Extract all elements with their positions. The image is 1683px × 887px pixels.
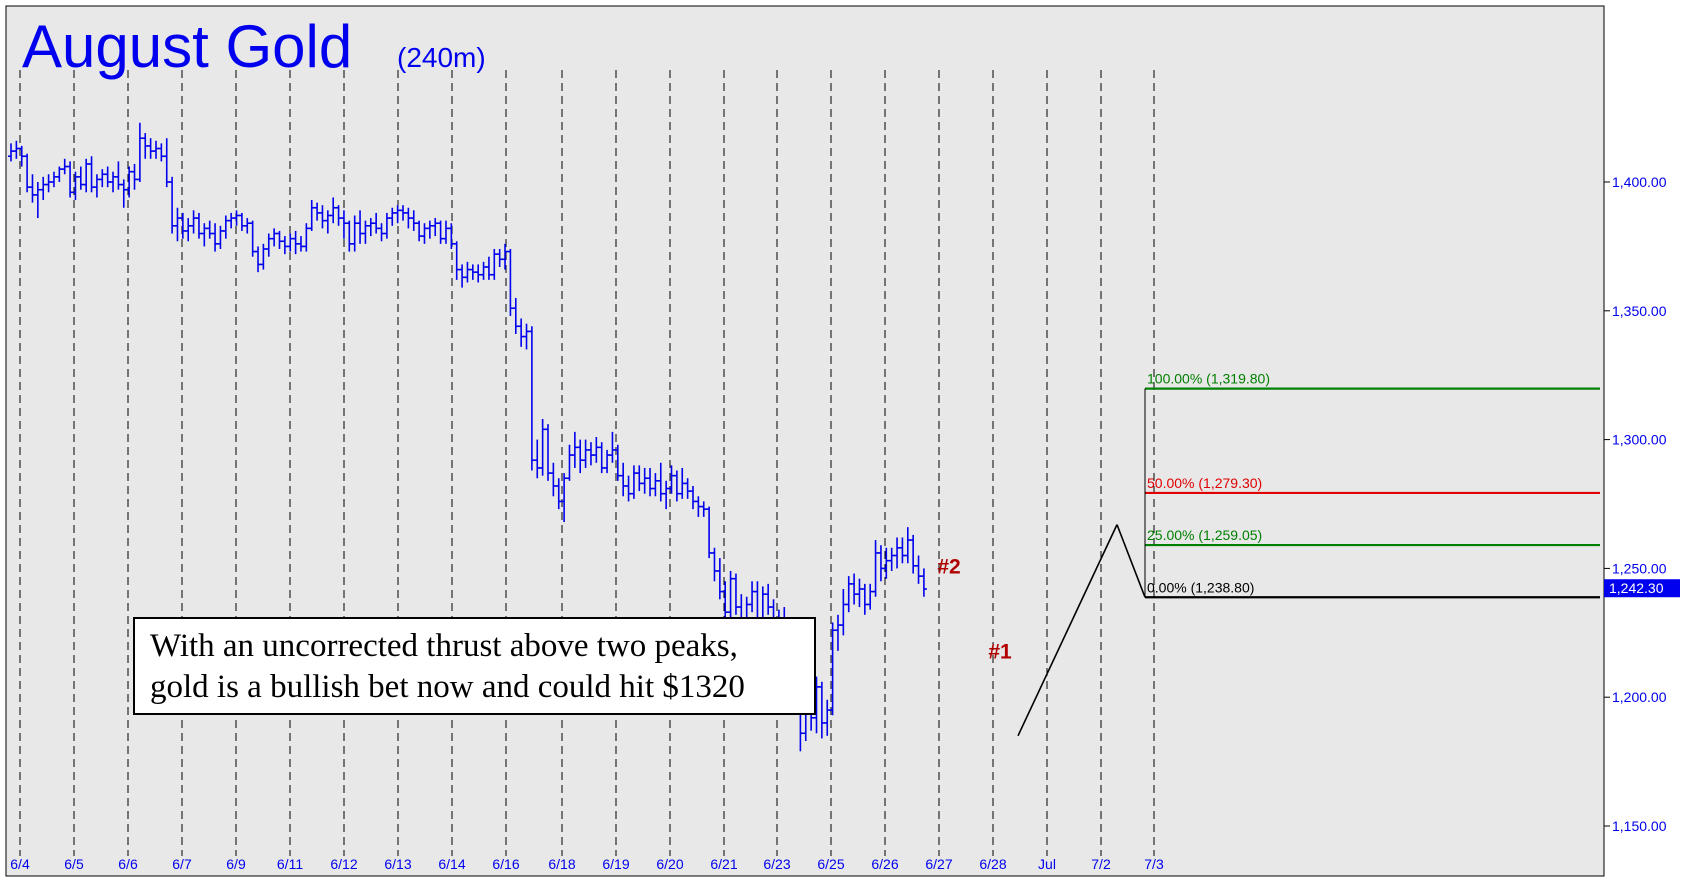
vertical-grid bbox=[19, 70, 1155, 850]
plot-area bbox=[5, 5, 1605, 877]
x-tick-label: 6/5 bbox=[64, 856, 84, 872]
x-tick-label: 6/20 bbox=[656, 856, 683, 872]
peak-label: #2 bbox=[937, 555, 960, 578]
peak-labels: #2 #1 bbox=[937, 555, 1012, 663]
peak-label: #1 bbox=[988, 640, 1012, 663]
y-tick-label: 1,350.00 bbox=[1612, 303, 1667, 319]
x-tick-label: 6/9 bbox=[226, 856, 246, 872]
x-tick-label: 6/26 bbox=[871, 856, 898, 872]
x-tick-label: 6/13 bbox=[384, 856, 411, 872]
y-tick-label: 1,150.00 bbox=[1612, 818, 1667, 834]
x-tick-label: 6/18 bbox=[548, 856, 575, 872]
retracement-label: 0.00% (1,238.80) bbox=[1147, 579, 1254, 595]
x-tick-label: 6/19 bbox=[602, 856, 629, 872]
last-price-tag: 1,242.30 bbox=[1604, 579, 1680, 598]
thrust-line-down bbox=[1116, 524, 1146, 598]
x-tick-label: 6/23 bbox=[763, 856, 790, 872]
chart-title: August Gold bbox=[22, 13, 352, 80]
retracement-levels: 100.00% (1,319.80) 50.00% (1,279.30) 25.00… bbox=[1017, 371, 1600, 737]
x-tick-label: 6/6 bbox=[118, 856, 138, 872]
thrust-line-up bbox=[1017, 524, 1118, 737]
last-price-tag-label: 1,242.30 bbox=[1609, 580, 1664, 596]
x-tick-label: 6/21 bbox=[710, 856, 737, 872]
x-tick-label: 7/3 bbox=[1144, 856, 1164, 872]
annotation-line-1: With an uncorrected thrust above two pea… bbox=[150, 628, 738, 664]
ohlc-bar bbox=[920, 568, 927, 597]
price-axis: 1,150.00 1,200.00 1,250.00 1,300.00 1,350.00… bbox=[1604, 174, 1667, 834]
retracement-label: 25.00% (1,259.05) bbox=[1147, 527, 1262, 543]
x-tick-label: 6/4 bbox=[10, 856, 30, 872]
y-tick-label: 1,200.00 bbox=[1612, 689, 1667, 705]
x-tick-label: 6/11 bbox=[277, 856, 303, 872]
x-tick-label: 6/12 bbox=[330, 856, 357, 872]
y-tick-label: 1,250.00 bbox=[1612, 560, 1667, 576]
x-tick-label: 6/14 bbox=[438, 856, 465, 872]
retracement-label: 50.00% (1,279.30) bbox=[1147, 475, 1262, 491]
ohlc-series bbox=[8, 122, 927, 752]
last-price-tag-box bbox=[1604, 579, 1680, 598]
x-tick-label: 6/28 bbox=[979, 856, 1006, 872]
annotation-line-2: gold is a bullish bet now and could hit … bbox=[150, 669, 745, 705]
chart-subtitle: (240m) bbox=[397, 42, 486, 73]
annotation-box bbox=[133, 617, 816, 715]
x-tick-label: Jul bbox=[1038, 856, 1056, 872]
date-axis: 6/4 6/5 6/6 6/7 6/9 6/11 6/12 6/13 6/14 6/16 6/18 6… bbox=[10, 850, 1164, 872]
x-tick-label: 6/16 bbox=[492, 856, 519, 872]
y-tick-label: 1,300.00 bbox=[1612, 432, 1667, 448]
retracement-label: 100.00% (1,319.80) bbox=[1147, 371, 1270, 387]
y-tick-label: 1,400.00 bbox=[1612, 174, 1667, 190]
x-tick-label: 7/2 bbox=[1091, 856, 1111, 872]
x-tick-label: 6/25 bbox=[817, 856, 844, 872]
x-tick-label: 6/27 bbox=[925, 856, 952, 872]
x-tick-label: 6/7 bbox=[172, 856, 192, 872]
